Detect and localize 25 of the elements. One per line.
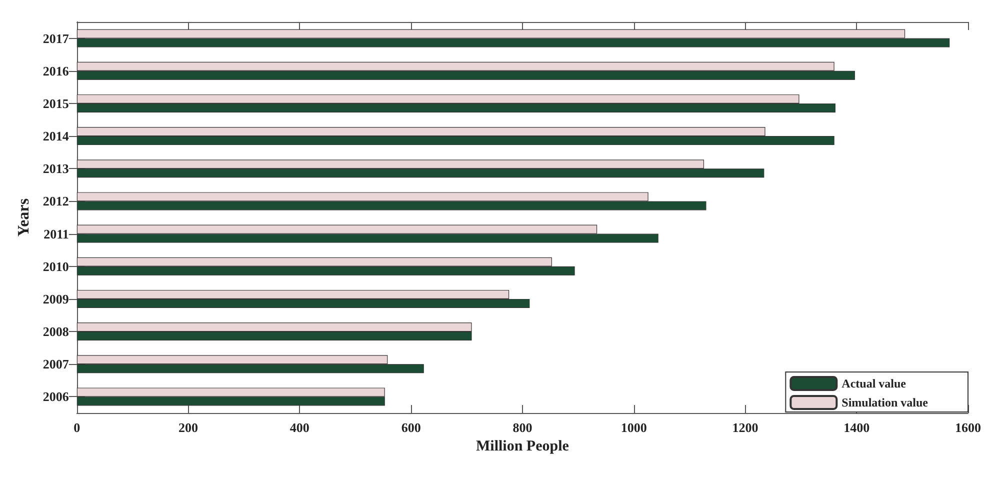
legend-label: Simulation value xyxy=(842,396,929,410)
x-axis-title: Million People xyxy=(476,438,570,454)
x-tick-label: 200 xyxy=(178,420,198,435)
y-tick-label: 2009 xyxy=(42,291,70,306)
y-tick-label: 2014 xyxy=(42,128,70,144)
x-tick-label: 1200 xyxy=(732,420,758,435)
y-tick-label: 2010 xyxy=(42,258,69,274)
y-tick-label: 2017 xyxy=(42,30,70,46)
y-tick-label: 2008 xyxy=(42,324,70,340)
y-tick-label: 2013 xyxy=(42,161,70,176)
x-tick-label: 600 xyxy=(401,420,421,435)
x-tick-label: 800 xyxy=(512,420,532,435)
x-tick-label: 0 xyxy=(74,420,80,435)
y-tick-label: 2006 xyxy=(42,389,70,404)
y-tick-label: 2012 xyxy=(42,194,69,209)
legend-label: Actual value xyxy=(842,376,907,390)
y-tick-label: 2011 xyxy=(44,226,69,242)
y-axis-title: Years xyxy=(16,198,32,237)
y-tick-label: 2015 xyxy=(42,96,70,111)
x-tick-label: 1600 xyxy=(955,420,981,435)
x-tick-label: 400 xyxy=(290,420,310,435)
y-tick-label: 2007 xyxy=(42,356,70,372)
x-tick-label: 1000 xyxy=(620,420,647,435)
x-tick-label: 1400 xyxy=(844,420,870,435)
y-tick-label: 2016 xyxy=(42,63,70,78)
